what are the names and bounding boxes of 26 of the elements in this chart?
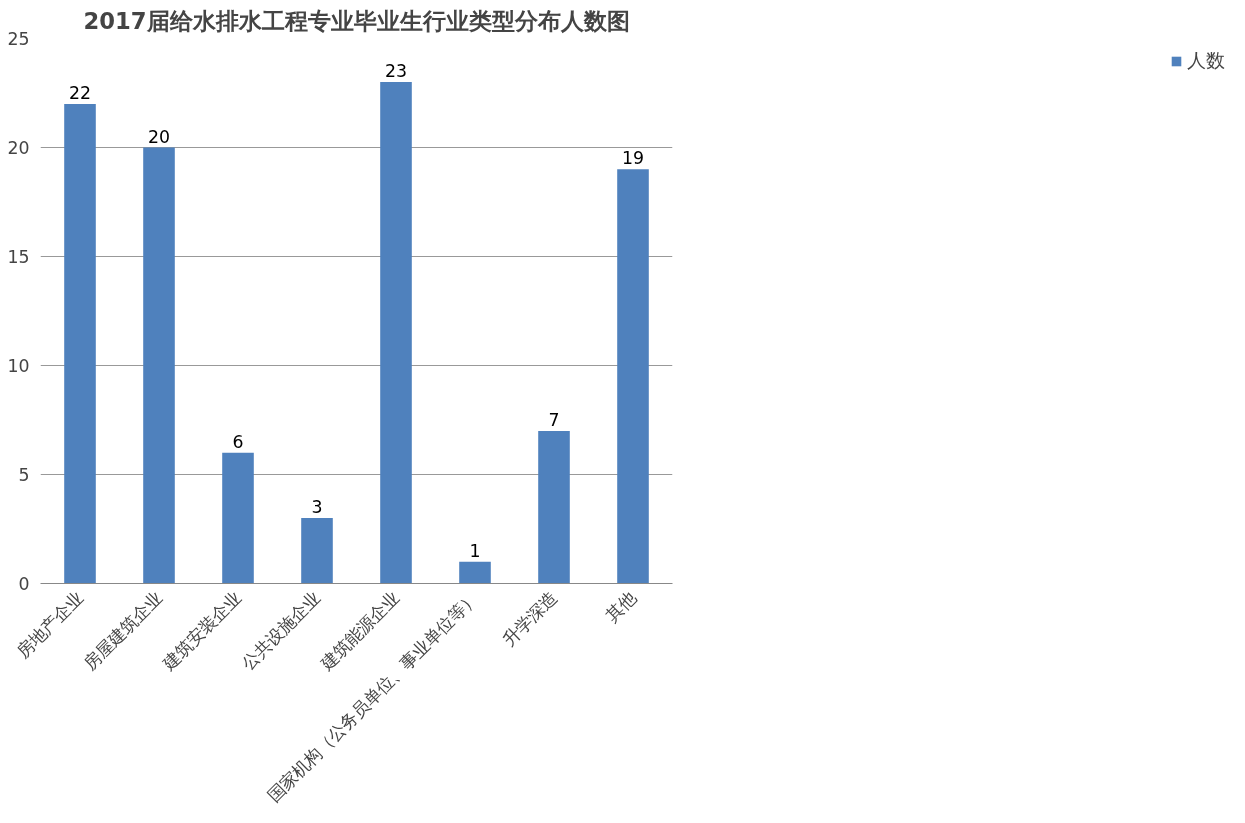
data-label: 7: [548, 409, 560, 430]
bar: [617, 169, 649, 584]
data-label: 20: [147, 126, 171, 147]
y-tick-label: 0: [18, 574, 30, 594]
x-tick-label: 升学深造: [498, 587, 562, 650]
y-tick-label: 5: [18, 465, 30, 485]
bar: [538, 430, 570, 584]
y-tick-label: 25: [7, 29, 30, 49]
data-label: 3: [311, 497, 323, 518]
y-tick-label: 15: [7, 247, 30, 267]
bar: [459, 561, 491, 584]
bar: [301, 518, 333, 584]
data-label: 6: [232, 431, 244, 452]
bar: [64, 103, 96, 584]
data-label: 1: [469, 540, 481, 561]
y-tick-label: 10: [7, 356, 30, 376]
data-label: 19: [621, 148, 645, 169]
data-label: 22: [68, 82, 92, 103]
legend-label: 人数: [1187, 49, 1225, 73]
bar: [222, 452, 254, 584]
x-tick-label: 其他: [601, 587, 641, 626]
bar: [380, 82, 412, 584]
y-tick-label: 20: [7, 138, 30, 158]
data-label: 23: [384, 61, 408, 82]
chart-title: 2017届给水排水工程专业毕业生行业类型分布人数图: [83, 7, 630, 34]
bar: [143, 147, 175, 584]
